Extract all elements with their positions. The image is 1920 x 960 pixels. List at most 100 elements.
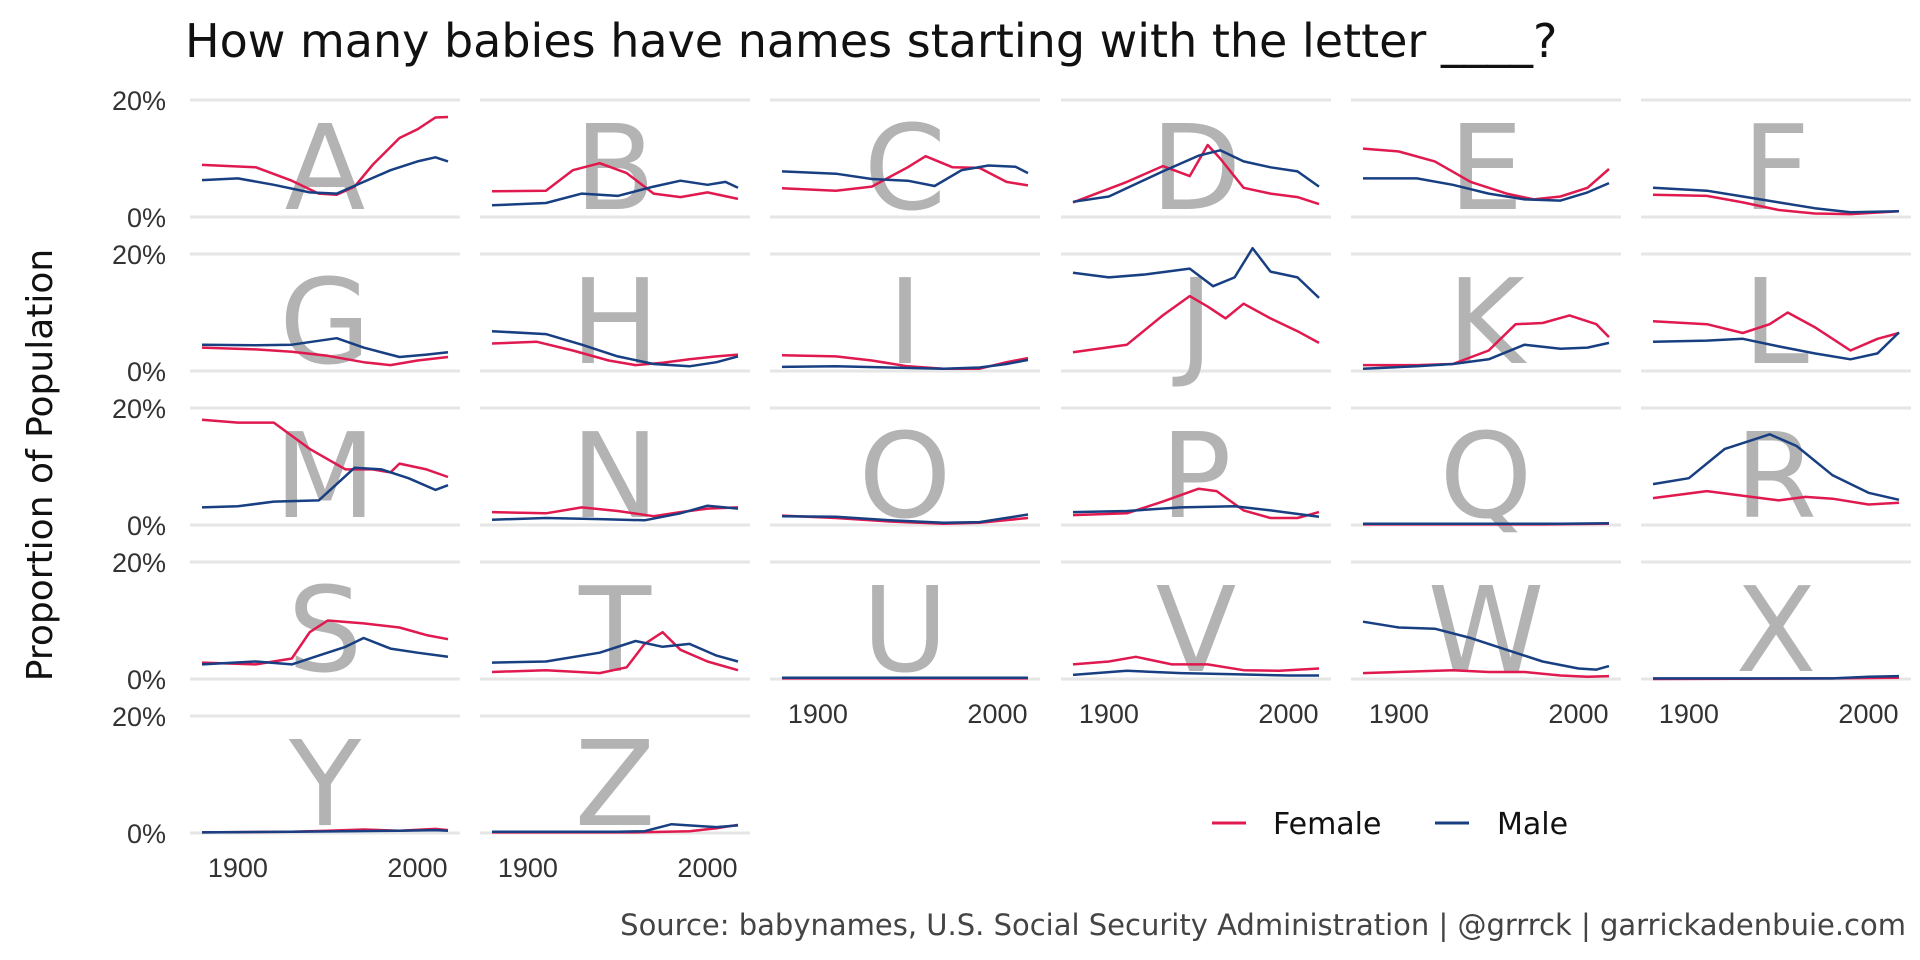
facet-label: A — [285, 99, 366, 237]
series-line-male — [201, 156, 449, 195]
series-line-male — [1363, 177, 1610, 202]
facet-panel-r: R — [1641, 406, 1911, 545]
facet-panel-x: X 1900 2000 — [1641, 560, 1911, 729]
series-line-male — [1652, 186, 1900, 214]
x-tick-label: 2000 — [1838, 699, 1898, 729]
facet-panel-n: N — [480, 406, 750, 545]
facet-label: E — [1449, 99, 1524, 237]
facet-panel-b: B — [480, 98, 750, 237]
series-line-female — [1652, 193, 1900, 216]
facet-label: U — [862, 561, 948, 699]
series-line-female — [1652, 489, 1900, 506]
legend-female-label: Female — [1273, 807, 1381, 842]
series-line-female — [201, 346, 449, 367]
facet-panel-a: A 0% 20% — [112, 86, 460, 237]
series-line-male — [1362, 620, 1610, 671]
facet-label: F — [1742, 99, 1810, 237]
facet-panel-z: Z 1900 2000 — [480, 714, 750, 883]
facet-panel-c: C — [770, 98, 1040, 237]
y-tick-label: 20% — [112, 548, 166, 578]
facet-label: M — [274, 407, 376, 545]
y-tick-label: 0% — [127, 203, 166, 233]
series-line-male — [1072, 505, 1320, 519]
y-tick-label: 20% — [112, 86, 166, 116]
series-line-male — [1072, 669, 1319, 677]
facet-label: W — [1428, 561, 1545, 699]
facet-label: J — [1172, 253, 1214, 391]
facet-label: Z — [575, 715, 656, 853]
series-line-female — [491, 506, 739, 518]
y-tick-label: 20% — [112, 240, 166, 270]
facet-label: X — [1736, 561, 1817, 699]
facet-panel-f: F — [1641, 98, 1911, 237]
facet-label: Q — [1440, 407, 1533, 545]
x-tick-label: 2000 — [1548, 699, 1608, 729]
series-line-male — [1652, 331, 1900, 361]
facet-label: L — [1743, 253, 1809, 391]
chart-title: How many babies have names starting with… — [185, 14, 1557, 68]
facet-panel-h: H — [480, 252, 750, 391]
series-line-female — [491, 340, 739, 367]
legend-male-label: Male — [1497, 807, 1568, 842]
x-tick-label: 1900 — [788, 699, 848, 729]
series-line-female — [1072, 294, 1320, 354]
facet-panel-p: P — [1061, 406, 1331, 545]
facet-label: P — [1160, 407, 1231, 545]
series-line-male — [1072, 149, 1320, 204]
x-tick-label: 1900 — [1079, 699, 1139, 729]
facet-panel-s: S 0% 20% — [112, 548, 460, 699]
series-line-male — [1652, 433, 1900, 502]
facet-label: H — [571, 253, 660, 391]
facet-panel-j: J — [1061, 246, 1331, 391]
facet-panel-i: I — [770, 252, 1040, 391]
facet-panel-u: U 1900 2000 — [770, 560, 1040, 729]
x-tick-label: 2000 — [387, 853, 447, 883]
series-line-male — [491, 179, 739, 207]
x-tick-label: 2000 — [1258, 699, 1318, 729]
facet-label: S — [288, 561, 363, 699]
series-line-male — [492, 822, 739, 834]
series-line-male — [201, 828, 449, 834]
series-line-male — [201, 336, 449, 359]
facet-panel-t: T — [480, 560, 750, 699]
series-line-male — [1653, 674, 1900, 680]
y-tick-label: 20% — [112, 394, 166, 424]
facet-label: K — [1447, 253, 1527, 391]
y-tick-label: 0% — [127, 511, 166, 541]
series-line-female — [201, 418, 449, 479]
series-line-male — [491, 639, 739, 664]
facet-panel-k: K — [1351, 252, 1621, 391]
facet-panel-q: Q — [1351, 406, 1621, 545]
facet-label: T — [578, 561, 652, 699]
series-line-female — [1362, 147, 1610, 201]
series-line-female — [781, 154, 1029, 192]
facet-panel-e: E — [1351, 98, 1621, 237]
chart-caption: Source: babynames, U.S. Social Security … — [620, 908, 1906, 942]
facet-panel-l: L — [1641, 252, 1911, 391]
facet-label: I — [888, 253, 923, 391]
series-line-female — [491, 161, 739, 201]
series-line-female — [1652, 311, 1900, 352]
series-line-male — [491, 504, 739, 522]
facet-grid: A 0% 20% B C D E F G 0% 20% H I J K L M 0% 20% N O P Q R S 0% 20% T… — [112, 86, 1911, 883]
facet-panel-m: M 0% 20% — [112, 394, 460, 545]
facet-label: R — [1735, 407, 1817, 545]
facet-label: G — [279, 253, 370, 391]
facet-label: V — [1156, 561, 1237, 699]
y-tick-label: 0% — [127, 819, 166, 849]
x-tick-label: 1900 — [208, 853, 268, 883]
x-tick-label: 2000 — [967, 699, 1027, 729]
x-tick-label: 1900 — [498, 853, 558, 883]
series-line-male — [781, 513, 1029, 524]
series-line-male — [1362, 341, 1610, 370]
y-tick-label: 0% — [127, 357, 166, 387]
series-line-male — [201, 466, 449, 509]
series-line-male — [1072, 246, 1320, 299]
x-tick-label: 1900 — [1369, 699, 1429, 729]
series-line-male — [781, 164, 1029, 188]
facet-panel-o: O — [770, 406, 1040, 545]
x-tick-label: 2000 — [677, 853, 737, 883]
series-line-female — [1072, 655, 1320, 673]
